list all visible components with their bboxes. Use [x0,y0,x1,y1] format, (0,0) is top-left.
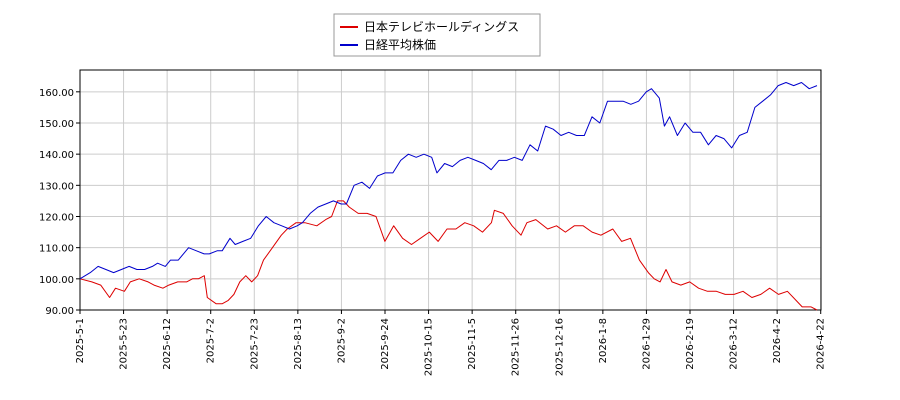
series-line-nippon-tv [79,200,818,311]
grid [79,70,822,311]
legend-box [333,13,541,57]
series-layer [79,82,818,311]
plot-frame [79,69,822,311]
y-tick-label: 160.00 [39,88,74,99]
x-tick-label: 2025-11-5 [467,318,478,370]
y-tick-label: 140.00 [39,150,74,161]
series-line-nikkei [79,82,818,280]
y-tick-label: 150.00 [39,119,74,130]
axes: 90.00 100.00 110.00 120.00 130.00 140.00 150.0… [39,69,827,376]
x-tick-label: 2025-12-16 [554,318,565,376]
x-tick-label: 2025-6-12 [162,318,173,370]
x-tick-label: 2025-5-23 [119,318,130,370]
x-tick-label: 2026-2-19 [685,318,696,370]
x-tick-label: 2025-11-26 [511,318,522,376]
x-tick-label: 2026-3-12 [729,318,740,370]
legend-label: 日経平均株価 [364,37,436,52]
x-tick-label: 2026-1-8 [598,318,609,363]
y-tick-label: 120.00 [39,212,74,223]
x-tick-label: 2025-10-15 [424,318,435,376]
x-tick-label: 2026-1-29 [641,318,652,370]
x-tick-label: 2025-5-1 [75,318,86,363]
x-tick-label: 2025-9-2 [336,318,347,363]
x-tick-label: 2026-4-2 [772,318,783,363]
x-tick-label: 2025-9-24 [380,318,391,370]
y-tick-label: 110.00 [39,244,74,255]
y-tick-label: 90.00 [45,306,74,317]
y-tick-label: 130.00 [39,181,74,192]
x-tick-label: 2026-4-22 [816,318,827,370]
legend-label: 日本テレビホールディングス [364,19,519,34]
x-tick-label: 2025-8-13 [293,318,304,370]
x-tick-label: 2025-7-23 [249,318,260,370]
x-tick-label: 2025-7-2 [206,318,217,363]
y-tick-label: 100.00 [39,275,74,286]
